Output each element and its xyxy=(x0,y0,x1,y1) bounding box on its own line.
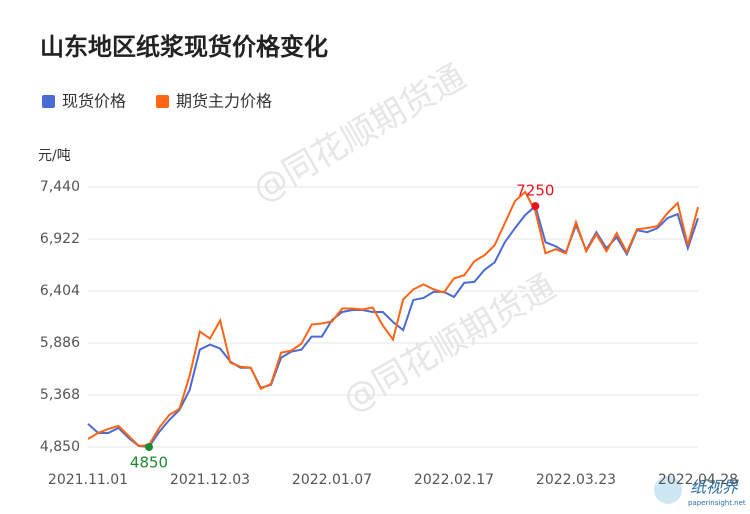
annotation-label: 7250 xyxy=(516,182,554,200)
y-tick-label: 5,886 xyxy=(40,335,80,351)
y-tick-label: 6,922 xyxy=(40,231,80,247)
watermark: @同花顺期货通 xyxy=(336,267,562,421)
legend-swatch xyxy=(42,95,55,108)
x-tick-label: 2022.03.23 xyxy=(536,472,616,488)
x-tick-label: 2022.01.07 xyxy=(292,472,372,488)
annotation-marker xyxy=(145,443,153,451)
y-tick-label: 6,404 xyxy=(40,283,80,299)
annotation-marker xyxy=(531,202,540,211)
series-line xyxy=(87,190,699,448)
annotation-label: 4850 xyxy=(130,454,168,472)
y-axis-label: 元/吨 xyxy=(38,148,71,164)
y-tick-label: 7,440 xyxy=(40,179,80,195)
x-tick-label: 2021.12.03 xyxy=(170,472,250,488)
legend-swatch xyxy=(156,95,170,108)
logo-name: 纸视界 xyxy=(690,478,739,497)
chart-title: 山东地区纸浆现货价格变化 xyxy=(40,33,328,61)
legend-label: 期货主力价格 xyxy=(176,92,272,111)
x-tick-label: 2022.02.17 xyxy=(414,472,494,488)
legend-label: 现货价格 xyxy=(62,92,126,111)
x-tick-label: 2022.04.28 xyxy=(658,472,738,488)
logo-url: paperinsight.net xyxy=(688,499,746,507)
y-tick-label: 4,850 xyxy=(40,439,80,455)
y-tick-label: 5,368 xyxy=(40,387,80,403)
series-line xyxy=(87,204,699,449)
x-tick-label: 2021.11.01 xyxy=(48,472,128,488)
logo-icon xyxy=(654,476,682,504)
